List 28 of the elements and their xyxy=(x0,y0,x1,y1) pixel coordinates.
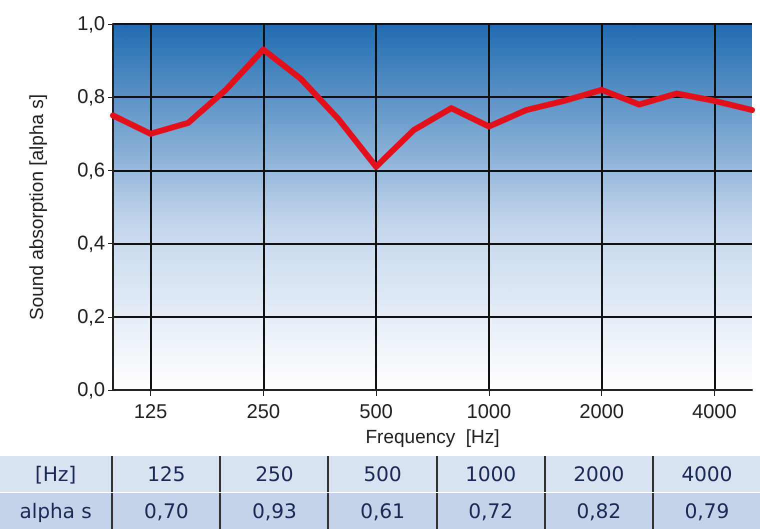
category-label: 4000 xyxy=(681,462,732,486)
x-axis-title: Frequency [Hz] xyxy=(365,427,500,448)
y-tick-label: 0,2 xyxy=(77,306,105,328)
text: [Hz] xyxy=(0,456,114,492)
data-label: 0,93 xyxy=(221,493,330,529)
category-label: 2000 xyxy=(573,462,624,486)
x-tick-label: 1000 xyxy=(466,401,512,423)
data-label: 0,79 xyxy=(684,498,730,525)
x-tick-label: 500 xyxy=(359,401,393,423)
text: alpha s xyxy=(0,493,114,529)
y-tick-label: 1,0 xyxy=(77,13,105,35)
category-label: 500 xyxy=(363,462,402,486)
data-label: 0,61 xyxy=(329,493,438,529)
y-tick-label: 0,4 xyxy=(77,232,105,255)
x-tick-label: 4000 xyxy=(692,401,737,423)
data-label: 0,70 xyxy=(113,493,222,529)
y-tick-label: 0,6 xyxy=(77,159,105,182)
y-tick-label: 0,0 xyxy=(77,379,105,401)
data-label: 0,72 xyxy=(438,493,546,529)
data-label: 0,82 xyxy=(546,493,654,529)
y-axis-title: Sound absorption [alpha s] xyxy=(27,94,48,320)
category-label: 125 xyxy=(147,462,186,486)
category-label: 250 xyxy=(255,462,294,486)
x-tick-label: 250 xyxy=(246,401,280,423)
category-label: 1000 xyxy=(465,462,516,486)
x-tick-label: 2000 xyxy=(579,401,624,423)
x-tick-label: 125 xyxy=(134,401,168,423)
y-tick-label: 0,8 xyxy=(77,86,105,108)
